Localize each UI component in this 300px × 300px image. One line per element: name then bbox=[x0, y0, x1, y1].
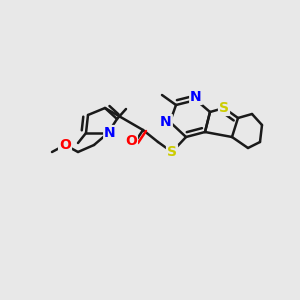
Text: N: N bbox=[104, 126, 116, 140]
Text: N: N bbox=[160, 115, 172, 129]
Text: S: S bbox=[219, 101, 229, 115]
Text: S: S bbox=[167, 145, 177, 159]
Text: O: O bbox=[59, 138, 71, 152]
Text: N: N bbox=[190, 90, 202, 104]
Text: O: O bbox=[125, 134, 137, 148]
